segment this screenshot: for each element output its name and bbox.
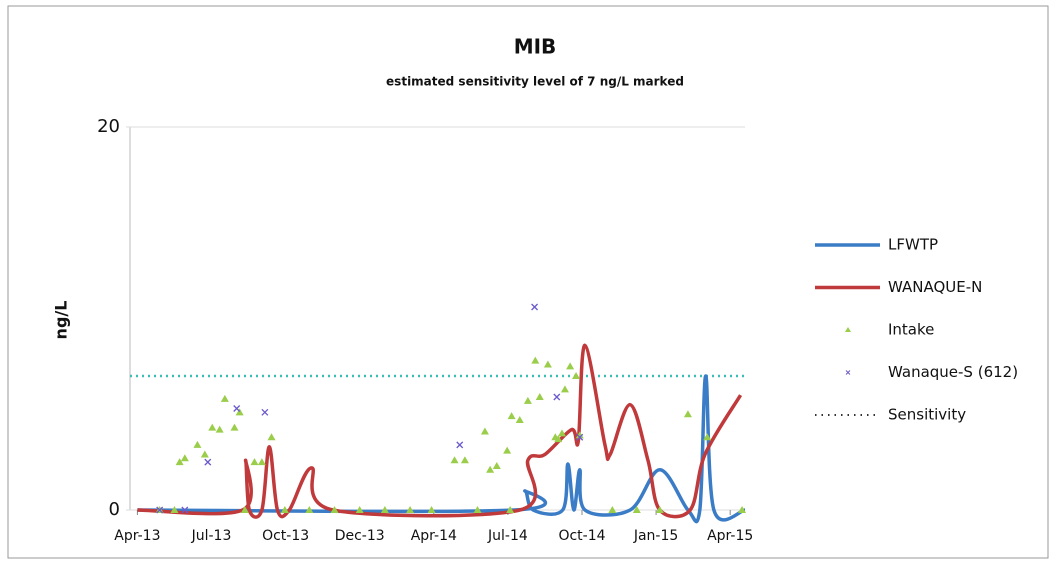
x-tick-label: Oct-13: [262, 528, 309, 544]
y-axis-label: ng/L: [52, 301, 71, 340]
intake-point: [683, 410, 692, 418]
intake-point: [703, 433, 712, 441]
x-tick-label: Jan-15: [633, 528, 678, 544]
intake-point: [460, 456, 469, 464]
intake-point: [492, 461, 501, 469]
legend-label: Wanaque-S (612): [888, 363, 1018, 381]
x-tick-label: Jul-14: [487, 528, 528, 544]
wanaque-s-point: [181, 506, 189, 514]
x-tick-label: Apr-14: [411, 528, 457, 544]
intake-point: [575, 431, 584, 439]
intake-point: [175, 458, 184, 466]
x-tick-label: Jul-13: [191, 528, 232, 544]
intake-point: [267, 433, 276, 441]
intake-point: [554, 435, 563, 443]
series-line: [137, 343, 743, 519]
wanaque-s-point: [156, 506, 164, 514]
intake-point: [257, 458, 266, 466]
intake-point: [503, 446, 512, 454]
intake-point: [655, 506, 664, 513]
intake-point: [523, 396, 532, 404]
intake-point: [507, 412, 516, 420]
intake-point: [738, 506, 747, 513]
wanaque-s-point: [553, 393, 561, 401]
wanaque-s-point: [233, 405, 241, 412]
legend-label: Intake: [888, 321, 934, 339]
intake-point: [450, 456, 459, 464]
intake-point: [215, 425, 224, 433]
intake-point: [473, 506, 482, 513]
intake-point: [531, 356, 540, 364]
intake-point: [180, 454, 189, 462]
wanaque-s-point: [576, 433, 584, 441]
chart-title: MIB: [514, 35, 557, 59]
intake-point: [632, 506, 641, 513]
intake-point: [193, 440, 202, 448]
x-tick-label: Apr-15: [707, 528, 753, 544]
intake-point: [235, 408, 244, 416]
legend-swatch: [845, 370, 851, 375]
chart-subtitle: estimated sensitivity level of 7 ng/L ma…: [386, 75, 684, 89]
wanaque-s-point: [261, 408, 269, 416]
legend-swatch: [845, 327, 851, 332]
intake-point: [566, 362, 575, 370]
intake-point: [506, 506, 515, 513]
series-line: [137, 374, 746, 524]
legend-label: WANAQUE-N: [888, 278, 982, 296]
intake-point: [572, 371, 581, 379]
legend-label: Sensitivity: [888, 406, 966, 424]
y-tick-label: 0: [109, 499, 120, 520]
intake-point: [543, 360, 552, 368]
intake-point: [486, 465, 495, 473]
wanaque-s-point: [456, 441, 464, 449]
intake-point: [380, 506, 389, 513]
intake-point: [406, 506, 415, 513]
intake-point: [427, 506, 436, 513]
chart-border: [7, 5, 1049, 559]
intake-point: [200, 450, 209, 458]
legend-label: LFWTP: [888, 236, 938, 254]
intake-point: [355, 506, 364, 513]
y-tick-label: 20: [97, 116, 120, 137]
intake-point: [535, 393, 544, 401]
x-tick-label: Oct-14: [558, 528, 605, 544]
x-tick-label: Apr-13: [114, 528, 160, 544]
intake-point: [280, 506, 289, 513]
intake-point: [250, 458, 259, 466]
wanaque-s-point: [204, 458, 212, 466]
intake-point: [170, 506, 179, 513]
intake-point: [480, 427, 489, 435]
intake-point: [557, 429, 566, 437]
x-tick-label: Dec-13: [335, 528, 385, 544]
intake-point: [330, 506, 339, 513]
intake-point: [515, 415, 524, 423]
intake-point: [305, 506, 314, 513]
intake-point: [240, 506, 249, 513]
intake-point: [608, 506, 617, 513]
intake-point: [208, 423, 217, 431]
intake-point: [230, 423, 239, 431]
intake-point: [220, 394, 229, 402]
intake-point: [560, 385, 569, 393]
wanaque-s-point: [531, 303, 539, 311]
